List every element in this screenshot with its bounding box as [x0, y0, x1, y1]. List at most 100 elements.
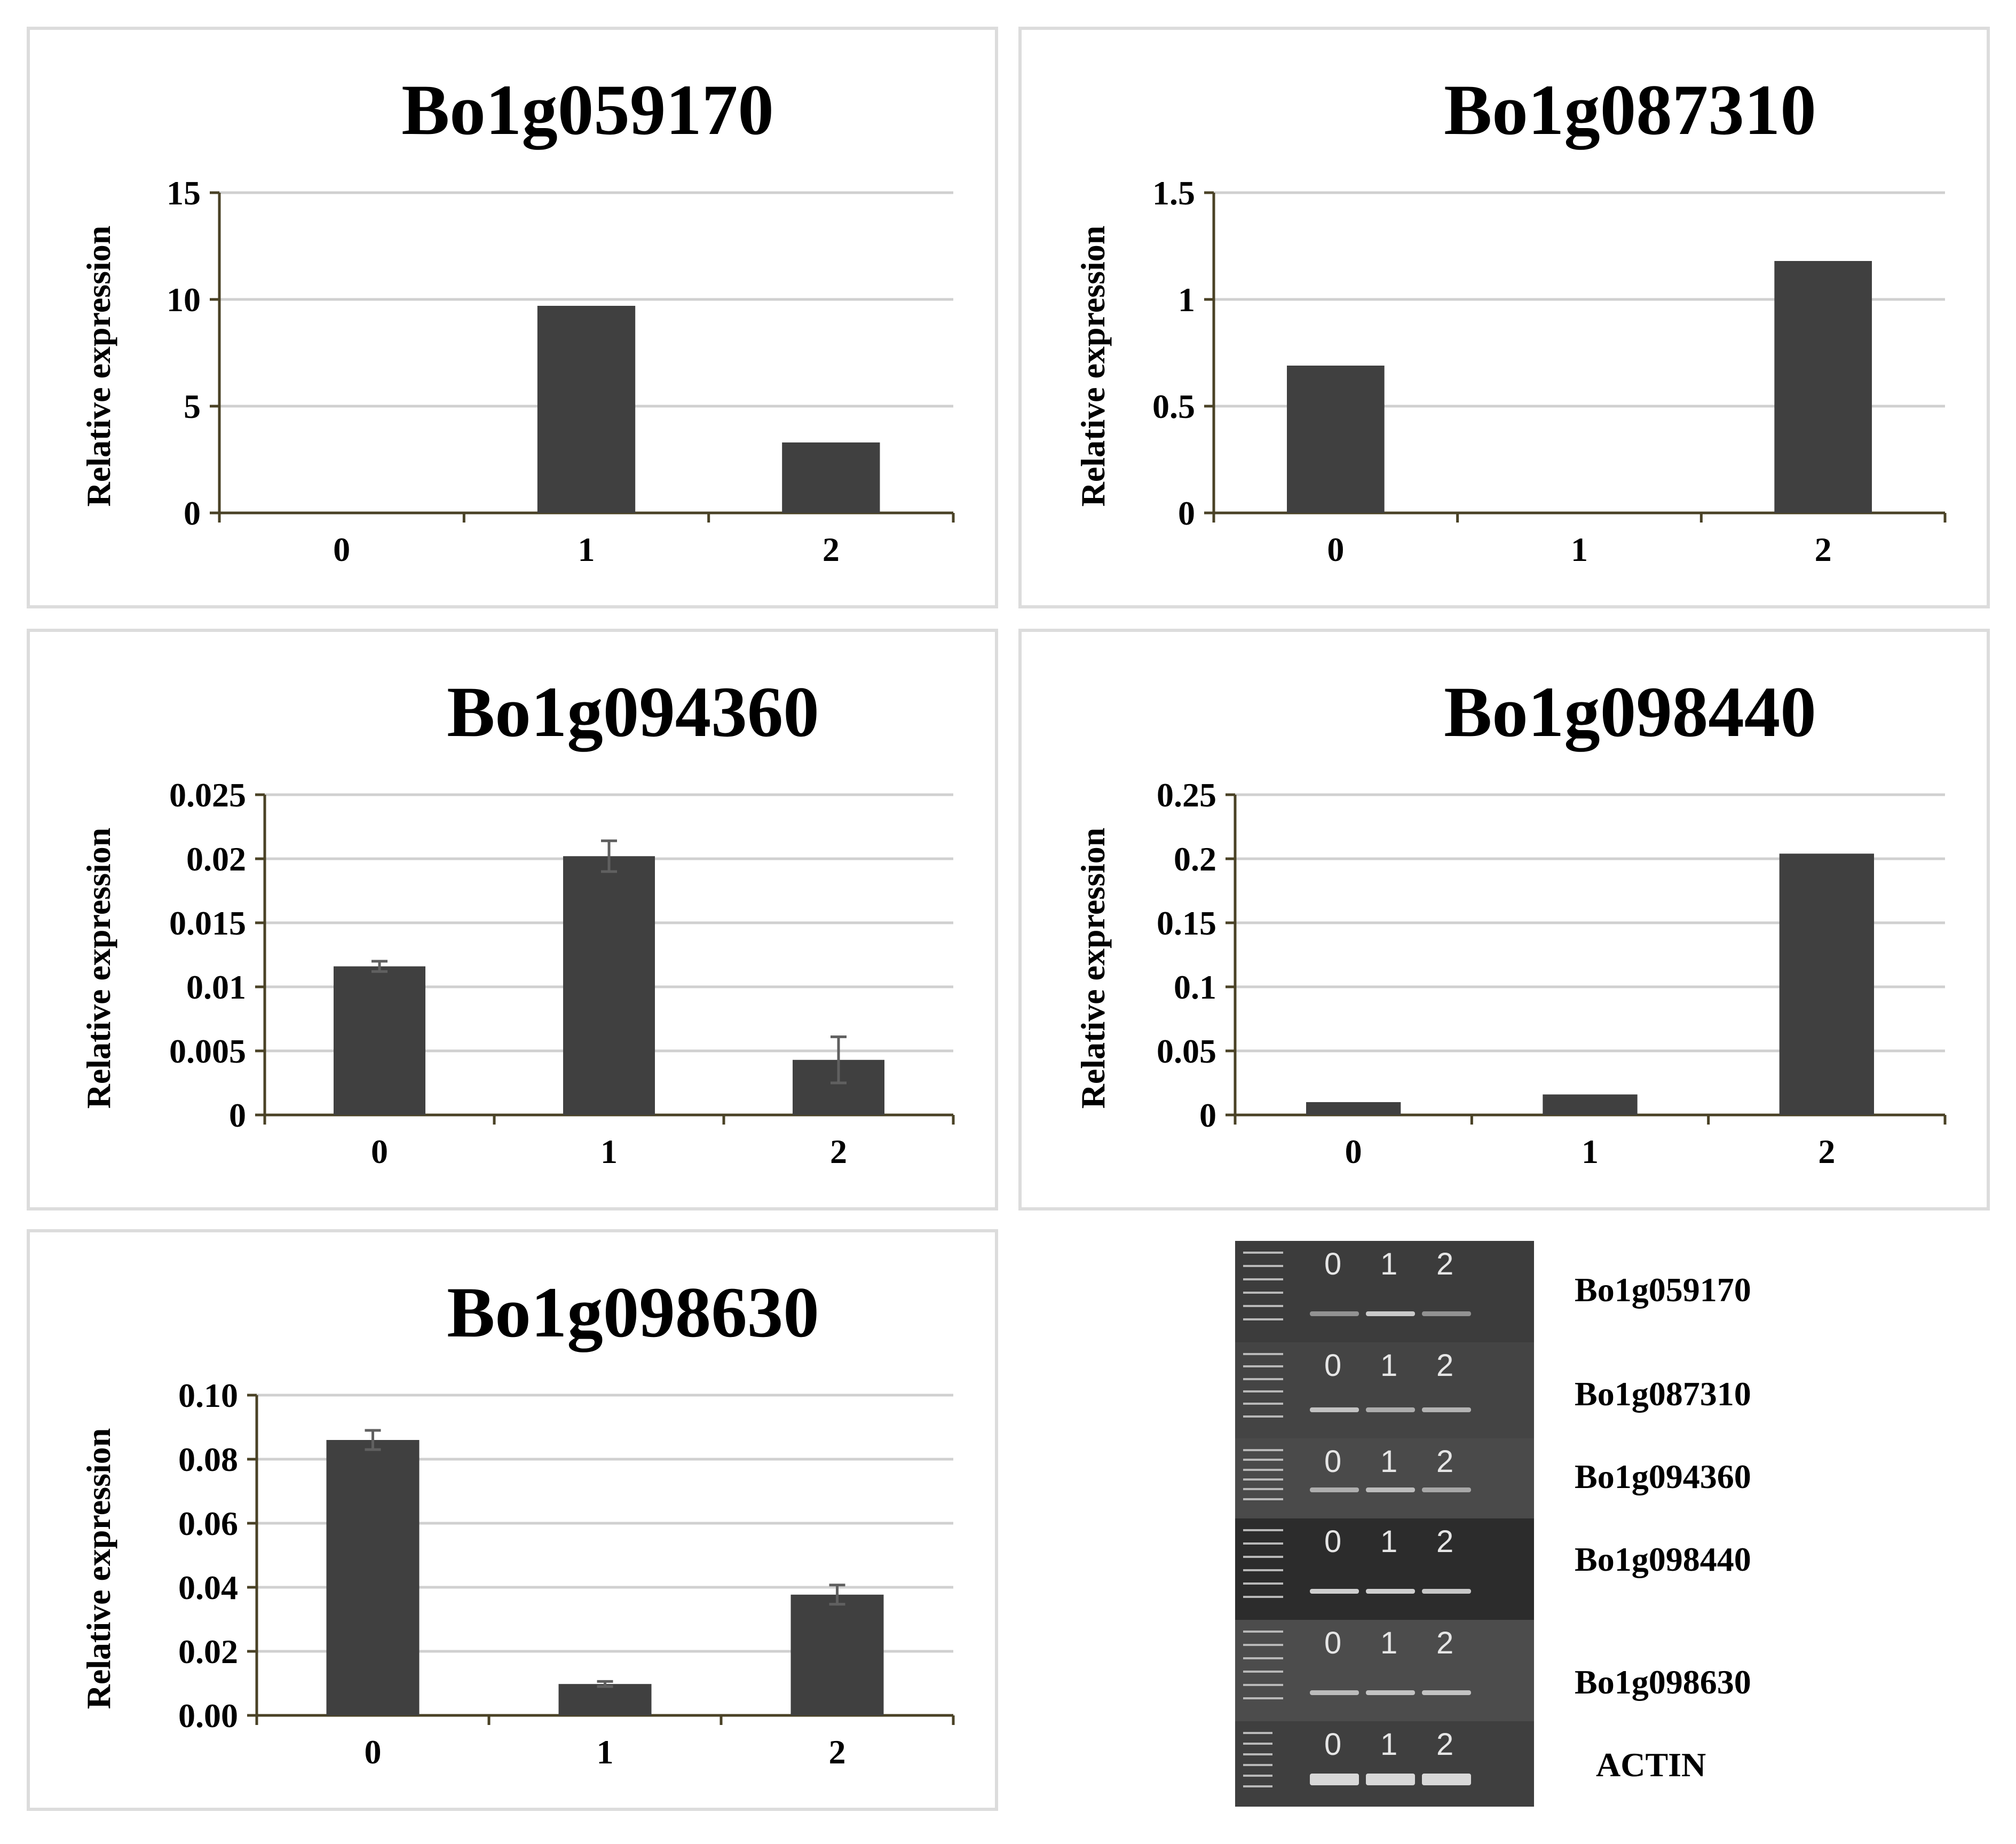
ladder-band: [1243, 1459, 1283, 1461]
gel-strip: 0 1 2: [1235, 1438, 1534, 1518]
y-tick-label: 5: [184, 387, 201, 425]
gel-band: [1310, 1774, 1359, 1785]
gel-band: [1310, 1311, 1359, 1316]
gel-strip: 0 1 2: [1235, 1518, 1534, 1620]
gel-lane-label: 0: [1324, 1727, 1342, 1762]
gel-gene-label: Bo1g098440: [1575, 1540, 1751, 1578]
gel-lane-label: 0: [1324, 1626, 1342, 1660]
ladder-band: [1243, 1449, 1283, 1451]
ladder-band: [1243, 1415, 1283, 1418]
gel-strip: 0 1 2: [1235, 1241, 1534, 1342]
y-tick-label: 0: [1199, 1096, 1216, 1134]
x-tick-label: 1: [597, 1733, 614, 1771]
y-axis-label: Relative expression: [80, 226, 117, 507]
ladder-band: [1243, 1403, 1283, 1405]
x-tick-label: 2: [829, 1733, 846, 1771]
chart-title: Bo1g059170: [401, 70, 774, 150]
ladder-band: [1243, 1671, 1283, 1673]
y-tick-label: 1.5: [1152, 174, 1195, 212]
chart-svg-bo1g098440: Bo1g098440 Relative expression 0 0.05 0.1 0.1…: [1074, 672, 1947, 1170]
ladder-band: [1243, 1318, 1283, 1320]
ladder-band: [1243, 1785, 1272, 1787]
bar-bo1g098440-2: [1779, 853, 1874, 1115]
gel-band: [1422, 1407, 1471, 1412]
chart-panel-bo1g087310: Bo1g087310 Relative expression 0 0.5 1 1.5 0 1 2: [1018, 27, 1990, 608]
y-tick-label: 0.005: [169, 1032, 246, 1070]
gel-gene-label: Bo1g087310: [1575, 1375, 1751, 1413]
ladder-band: [1243, 1743, 1272, 1745]
x-tick-label: 0: [333, 531, 350, 568]
bar-bo1g098630-1: [558, 1684, 652, 1715]
gel-strip: 0 1 2: [1235, 1620, 1534, 1721]
ladder-band: [1243, 1278, 1283, 1280]
x-tick-label: 0: [1327, 531, 1344, 568]
gel-gene-label: Bo1g094360: [1575, 1458, 1751, 1495]
x-tick-label: 0: [1345, 1133, 1362, 1170]
bar-bo1g098440-1: [1543, 1094, 1638, 1115]
gel-band: [1366, 1774, 1415, 1785]
y-tick-label: 0.15: [1157, 904, 1216, 942]
ladder-band: [1243, 1529, 1283, 1531]
gel-image: 0 1 2 0 1 2 0 1 2 0 1 2 0 1 2 0 1 2: [1235, 1241, 1534, 1807]
gel-band: [1366, 1690, 1415, 1695]
gel-lane-label: 0: [1324, 1524, 1342, 1559]
chart-svg-bo1g098630: Bo1g098630 Relative expression 0.00 0.02 0.0…: [80, 1273, 955, 1771]
gel-lane-label: 0: [1324, 1348, 1342, 1383]
gel-lane-label: 1: [1380, 1524, 1398, 1559]
chart-title: Bo1g094360: [447, 672, 819, 752]
y-tick-label: 0.00: [178, 1697, 238, 1735]
bar-bo1g059170-2: [782, 442, 880, 513]
gel-band: [1422, 1311, 1471, 1316]
gel-band: [1422, 1589, 1471, 1594]
bar-bo1g098630-0: [326, 1440, 420, 1715]
y-tick-label: 0: [229, 1096, 246, 1134]
x-tick-label: 2: [1815, 531, 1832, 568]
gel-lane-label: 1: [1380, 1348, 1398, 1383]
gel-band: [1366, 1487, 1415, 1492]
ladder-band: [1243, 1542, 1283, 1545]
gel-lane-label: 2: [1436, 1444, 1454, 1479]
gel-lane-label: 2: [1436, 1348, 1454, 1383]
x-tick-label: 1: [578, 531, 595, 568]
x-tick-label: 0: [365, 1733, 382, 1771]
bar-bo1g098440-0: [1306, 1102, 1401, 1115]
y-tick-label: 0.01: [186, 968, 246, 1006]
gel-band: [1422, 1690, 1471, 1695]
gel-band: [1422, 1774, 1471, 1785]
gel-lane-label: 2: [1436, 1626, 1454, 1660]
x-tick-label: 1: [1582, 1133, 1599, 1170]
y-axis-label: Relative expression: [1074, 226, 1112, 507]
ladder-band: [1243, 1265, 1283, 1267]
ladder-band: [1243, 1468, 1283, 1471]
gel-lane-label: 1: [1380, 1247, 1398, 1281]
x-tick-label: 2: [830, 1133, 847, 1170]
y-tick-label: 0.025: [169, 776, 246, 814]
y-tick-label: 0: [184, 494, 201, 532]
ladder-band: [1243, 1365, 1283, 1368]
y-tick-label: 10: [167, 281, 201, 319]
gel-lane-label: 1: [1380, 1444, 1398, 1479]
chart-svg-bo1g059170: Bo1g059170 Relative expression 0 5 10 15 0 1 2: [80, 70, 955, 568]
gel-band: [1366, 1589, 1415, 1594]
ladder-band: [1243, 1353, 1283, 1355]
bar-bo1g087310-0: [1287, 366, 1385, 513]
chart-panel-bo1g059170: Bo1g059170 Relative expression 0 5 10 15 0 1 2: [27, 27, 998, 608]
gel-band: [1366, 1311, 1415, 1316]
ladder-band: [1243, 1775, 1272, 1777]
gel-lane-label: 2: [1436, 1524, 1454, 1559]
y-tick-label: 0.10: [178, 1376, 238, 1414]
y-tick-label: 0.06: [178, 1505, 238, 1542]
x-tick-label: 2: [1818, 1133, 1835, 1170]
gel-lane-label: 2: [1436, 1727, 1454, 1762]
bar-bo1g059170-1: [537, 306, 636, 513]
ladder-band: [1243, 1596, 1283, 1598]
ladder-band: [1243, 1697, 1283, 1699]
y-tick-label: 15: [167, 174, 201, 212]
x-tick-label: 2: [823, 531, 840, 568]
ladder-band: [1243, 1488, 1283, 1491]
gel-band: [1422, 1487, 1471, 1492]
ladder-band: [1243, 1556, 1283, 1558]
chart-panel-bo1g098630: Bo1g098630 Relative expression 0.00 0.02 0.0…: [27, 1229, 998, 1811]
chart-panel-bo1g098440: Bo1g098440 Relative expression 0 0.05 0.1 0.1…: [1018, 629, 1990, 1210]
